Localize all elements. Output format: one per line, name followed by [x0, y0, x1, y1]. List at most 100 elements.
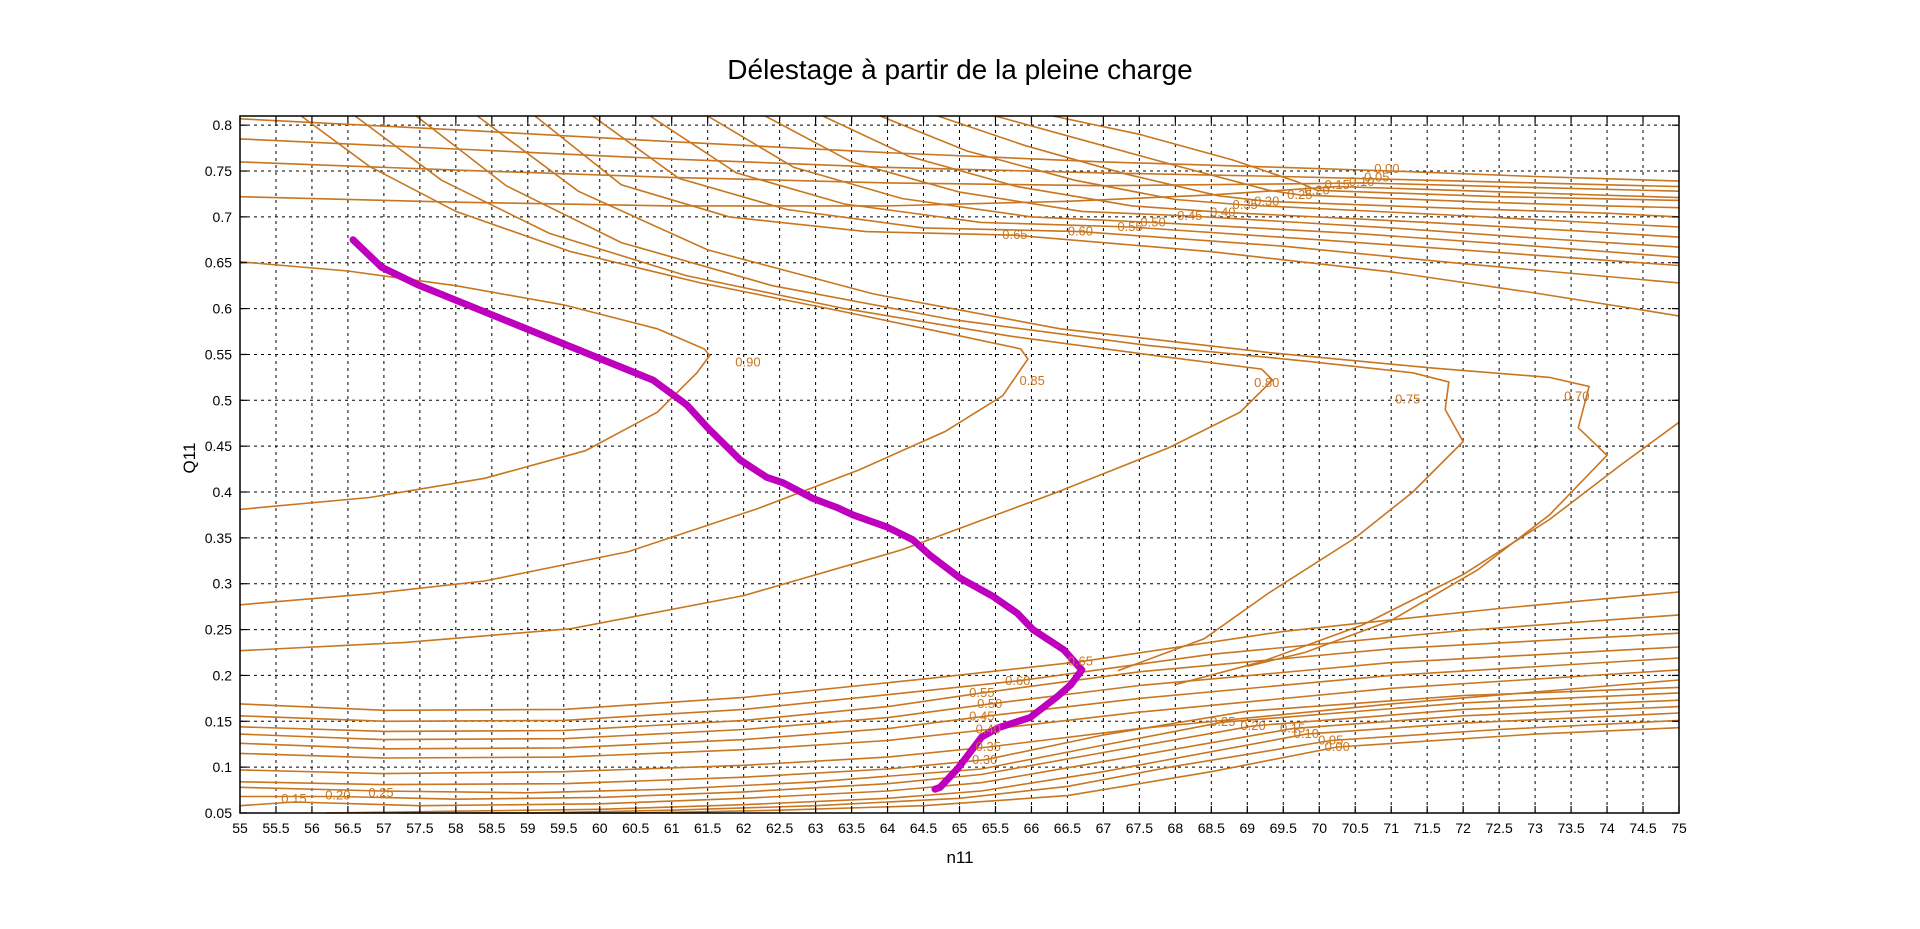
contour-label: 0.25 [1287, 187, 1312, 202]
contour-label: 0.70 [1564, 389, 1589, 404]
x-axis-label: n11 [946, 848, 974, 867]
contour-label: 0.10 [1294, 726, 1319, 741]
contour-label: 0.60 [1068, 224, 1093, 239]
contour-label: 0.85 [1020, 373, 1045, 388]
contour-label: 0.05 [1364, 169, 1389, 184]
contour-label: 0.40 [1210, 204, 1235, 219]
contour-line-0.35 [880, 115, 1680, 228]
y-tick-label: 0.1 [213, 759, 233, 775]
x-tick-label: 61.5 [694, 820, 721, 836]
x-tick-label: 70.5 [1342, 820, 1369, 836]
x-tick-label: 66 [1024, 820, 1040, 836]
x-tick-label: 69 [1240, 820, 1256, 836]
x-tick-label: 62 [736, 820, 752, 836]
x-tick-label: 56.5 [334, 820, 361, 836]
contour-line-0.35 [239, 679, 1680, 775]
x-tick-label: 56 [304, 820, 320, 836]
contour-line-0.50 [239, 646, 1680, 741]
x-tick-label: 74 [1599, 820, 1615, 836]
x-tick-label: 65 [952, 820, 968, 836]
y-tick-label: 0.7 [213, 209, 233, 225]
y-tick-label: 0.25 [205, 622, 232, 638]
contour-line-0.90 [239, 261, 711, 511]
x-tick-label: 65.5 [982, 820, 1009, 836]
x-tick-label: 68 [1168, 820, 1184, 836]
contour-line-0.50 [707, 115, 1680, 258]
x-tick-label: 63.5 [838, 820, 865, 836]
x-tick-label: 74.5 [1629, 820, 1656, 836]
contour-line-0.65 [1175, 421, 1680, 686]
x-tick-label: 61 [664, 820, 680, 836]
x-tick-label: 59 [520, 820, 536, 836]
contour-label: 0.10 [1349, 174, 1374, 189]
y-tick-label: 0.65 [205, 255, 232, 271]
contour-label: 0.00 [1374, 161, 1399, 176]
x-tick-label: 55.5 [262, 820, 289, 836]
contour-line-0.25 [995, 115, 1680, 209]
y-tick-label: 0.5 [213, 392, 233, 408]
axis-ticks [239, 116, 1680, 814]
contour-line-0.85 [239, 115, 1029, 606]
contour-line-0.70 [476, 115, 1609, 668]
contour-label: 0.15 [281, 791, 306, 806]
contour-label: 0.65 [1068, 654, 1093, 669]
x-tick-label: 58 [448, 820, 464, 836]
contour-line-0.45 [239, 657, 1680, 750]
contour-line-0.80 [239, 115, 1274, 652]
contour-line-0.00 [470, 726, 1680, 814]
y-tick-label: 0.55 [205, 346, 232, 362]
x-tick-label: 75 [1671, 820, 1687, 836]
contour-labels: 0.65 0.60 0.550.50 0.45 0.400.350.30 0.250.20… [281, 161, 1589, 806]
contour-label: 0.00 [1325, 739, 1350, 754]
contour-line-0.60 [592, 115, 1680, 284]
contour-label: 0.30 [972, 752, 997, 767]
contour-line-0.20 [1052, 115, 1680, 202]
contour-line-0.55 [649, 115, 1680, 267]
contour-label: 0.50 [1140, 214, 1165, 229]
contour-lines [239, 115, 1680, 814]
contour-label: 0.20 [325, 788, 350, 803]
y-tick-label: 0.4 [213, 484, 233, 500]
contour-line-0.30 [937, 115, 1680, 218]
chart-title: Délestage à partir de la pleine charge [727, 54, 1193, 85]
contour-label: 0.55 [1117, 219, 1142, 234]
x-tick-label: 72.5 [1486, 820, 1513, 836]
contour-label: 0.25 [1210, 714, 1235, 729]
x-tick-label: 58.5 [478, 820, 505, 836]
contour-label: 0.45 [1177, 208, 1202, 223]
contour-label: 0.50 [977, 696, 1002, 711]
x-tick-label: 55 [232, 820, 248, 836]
y-tick-label: 0.15 [205, 713, 232, 729]
x-tick-label: 60 [592, 820, 608, 836]
y-tick-label: 0.75 [205, 163, 232, 179]
contour-line-0.60 [239, 614, 1680, 723]
contour-line-0.40 [239, 669, 1680, 759]
contour-label: 0.05 [1318, 733, 1343, 748]
x-tick-label: 57 [376, 820, 392, 836]
y-tick-label: 0.6 [213, 301, 233, 317]
x-tick-label: 71.5 [1414, 820, 1441, 836]
contour-line-0.25 [239, 692, 1680, 794]
y-tick-label: 0.3 [213, 576, 233, 592]
load-shedding-trajectory [349, 236, 1086, 793]
y-tick-label: 0.35 [205, 530, 232, 546]
contour-label: 0.20 [1304, 182, 1329, 197]
y-tick-label: 0.8 [213, 117, 233, 133]
x-tick-label: 67 [1096, 820, 1112, 836]
x-tick-label: 64.5 [910, 820, 937, 836]
contour-label: 0.25 [368, 785, 393, 800]
contour-line-0.30 [239, 686, 1680, 786]
contour-line-0.05 [239, 138, 1680, 188]
contour-label: 0.60 [1005, 673, 1030, 688]
x-tick-label: 67.5 [1126, 820, 1153, 836]
x-tick-label: 73 [1527, 820, 1543, 836]
contour-label: 0.15 [1280, 721, 1305, 736]
x-tick-label: 62.5 [766, 820, 793, 836]
contour-label: 0.35 [1232, 197, 1257, 212]
contour-label: 0.20 [1240, 718, 1265, 733]
contour-line-0.65 [239, 591, 1680, 712]
x-tick-label: 69.5 [1270, 820, 1297, 836]
y-tick-label: 0.45 [205, 438, 232, 454]
